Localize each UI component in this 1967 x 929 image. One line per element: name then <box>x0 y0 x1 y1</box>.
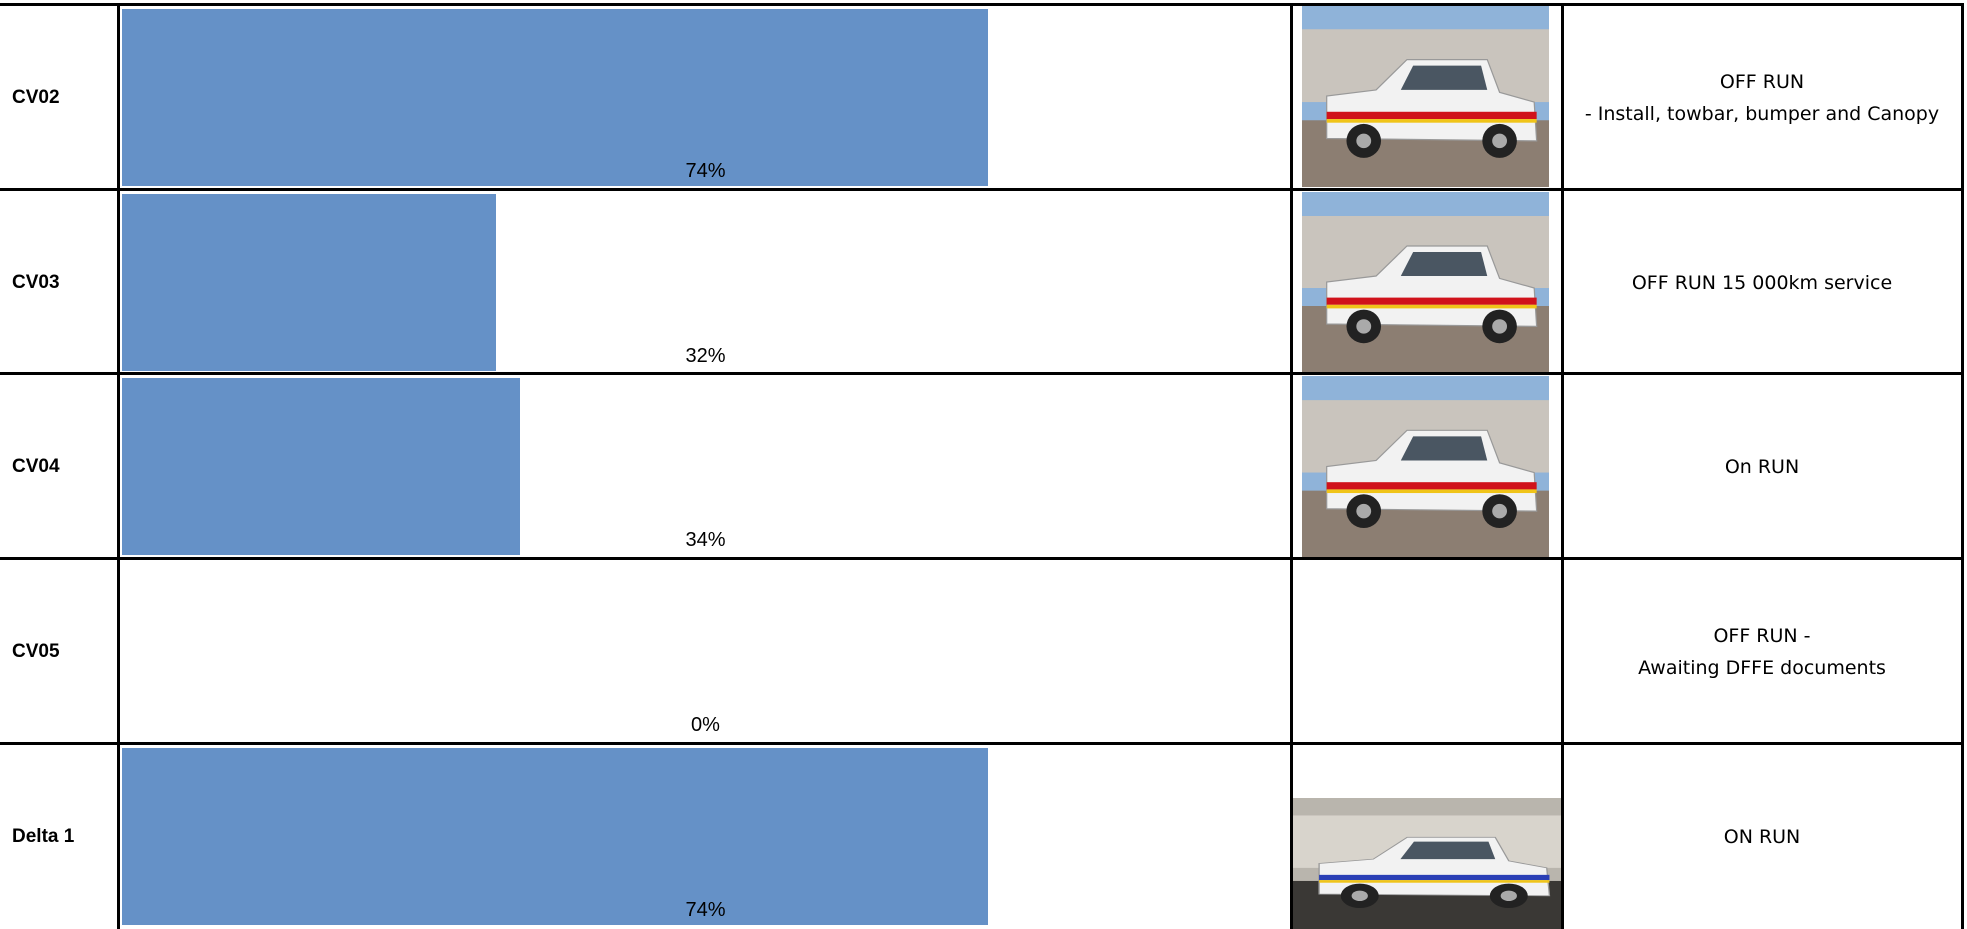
status-cell: OFF RUN - Awaiting DFFE documents <box>1563 559 1961 744</box>
data-bar <box>122 748 988 925</box>
data-bar <box>122 9 988 186</box>
vehicle-name: CV03 <box>12 271 60 293</box>
status-text: ON RUN <box>1723 825 1801 848</box>
data-bar <box>122 378 520 555</box>
col-border <box>1290 3 1293 929</box>
vehicle-photo <box>1292 798 1563 929</box>
vehicle-name: Delta 1 <box>12 825 75 847</box>
data-bar <box>122 194 497 371</box>
row-border <box>0 372 1963 375</box>
status-cell: OFF RUN - Install, towbar, bumper and Can… <box>1563 5 1961 190</box>
percent-label: 0% <box>691 714 720 736</box>
status-text: - Install, towbar, bumper and Canopy <box>1584 102 1940 125</box>
col-border <box>1961 3 1964 929</box>
vehicle-name: CV05 <box>12 640 60 662</box>
row-border <box>0 742 1963 745</box>
vehicle-name: CV04 <box>12 455 60 477</box>
col-border <box>1561 3 1564 929</box>
vehicle-photo <box>1302 5 1549 187</box>
percent-label: 32% <box>685 345 726 367</box>
vehicle-photo <box>1302 376 1549 557</box>
status-text: OFF RUN - <box>1713 624 1811 647</box>
status-text: OFF RUN <box>1719 70 1805 93</box>
status-text: On RUN <box>1724 455 1800 478</box>
status-cell: On RUN <box>1563 374 1961 559</box>
vehicle-name: CV02 <box>12 86 60 108</box>
status-cell: ON RUN <box>1563 744 1961 929</box>
status-cell: OFF RUN 15 000km service <box>1563 190 1961 375</box>
row-border <box>0 188 1963 191</box>
status-text: OFF RUN 15 000km service <box>1631 271 1893 294</box>
percent-label: 74% <box>685 160 726 182</box>
status-text: Awaiting DFFE documents <box>1638 656 1886 679</box>
row-border <box>0 3 1963 6</box>
col-border <box>117 3 120 929</box>
row-border <box>0 557 1963 560</box>
vehicle-photo <box>1302 192 1549 372</box>
percent-label: 34% <box>685 529 726 551</box>
percent-label: 74% <box>685 899 726 921</box>
